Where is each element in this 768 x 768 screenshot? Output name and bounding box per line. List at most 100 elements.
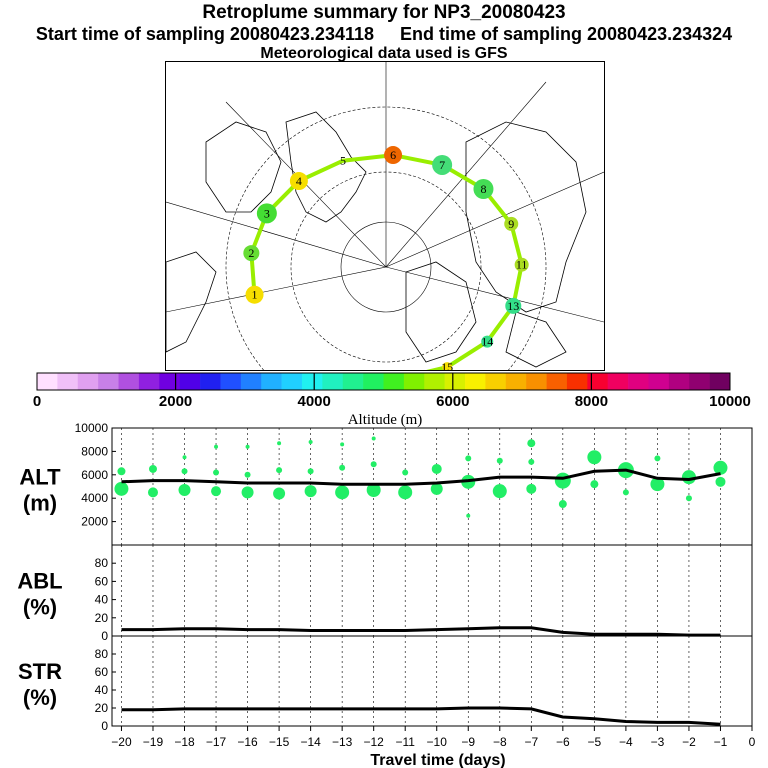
colorbar-cell — [505, 373, 527, 390]
panel-frame — [111, 635, 753, 727]
track-day-label: 9 — [508, 217, 514, 231]
track-day-label: 2 — [248, 246, 254, 260]
track-day-label: 4 — [296, 174, 302, 188]
meridian-line — [385, 171, 604, 268]
colorbar-ticks: 0 2000 4000 6000 8000 10000 — [33, 373, 751, 410]
altitude-point — [558, 500, 567, 509]
altitude-point — [214, 444, 219, 449]
time-series-panels: 200040006000800010000ALT(m)020406080ABL(… — [17, 421, 753, 733]
colorbar-cell — [159, 373, 180, 390]
y-tick-label: 2000 — [81, 515, 108, 529]
track-marker — [245, 285, 264, 304]
x-tick-label: −11 — [395, 735, 415, 749]
colorbar-cell — [526, 373, 547, 390]
y-tick-label: 6000 — [81, 468, 108, 482]
y-tick-label: 60 — [95, 665, 109, 679]
colorbar-cell — [37, 373, 58, 390]
altitude-point — [431, 463, 442, 474]
altitude-point — [181, 468, 188, 475]
polar-map: 1234567891113141516 — [166, 62, 604, 370]
track-day-label: 8 — [480, 182, 486, 196]
colorbar-tick-label: 4000 — [298, 393, 331, 410]
x-tick-label: −15 — [269, 735, 290, 749]
y-tick-label: 40 — [95, 593, 109, 607]
altitude-point — [496, 457, 503, 464]
y-tick-label: 80 — [95, 556, 109, 570]
altitude-point — [211, 486, 222, 497]
north-america-outline — [166, 251, 217, 353]
track-marker — [504, 216, 519, 231]
altitude-point — [241, 486, 254, 499]
x-tick-label: −9 — [461, 735, 475, 749]
track-day-label: 6 — [390, 148, 396, 162]
x-tick-label: −16 — [237, 735, 258, 749]
x-tick-label: −13 — [332, 735, 353, 749]
latitude-circle — [225, 106, 547, 370]
chart-title: Retroplume summary for NP3_20080423 — [202, 2, 566, 23]
colorbar-cell — [383, 373, 405, 390]
meridian-line — [385, 266, 604, 323]
colorbar-label: Altitude (m) — [348, 412, 423, 428]
altitude-point — [492, 484, 507, 499]
y-tick-label: 60 — [95, 574, 109, 588]
y-tick-label: 20 — [95, 611, 109, 625]
colorbar-cell — [322, 373, 344, 390]
colorbar-cell — [668, 373, 690, 390]
altitude-point — [685, 495, 692, 502]
colorbar — [36, 372, 731, 391]
colorbar-tick-label: 6000 — [436, 393, 469, 410]
y-tick-label: 10000 — [75, 421, 109, 435]
colorbar-tick-label: 8000 — [575, 393, 608, 410]
x-tick-label: −20 — [111, 735, 132, 749]
x-tick-label: 0 — [749, 735, 756, 749]
colorbar-cell — [424, 373, 445, 390]
sampling-times: Start time of sampling 20080423.234118 En… — [0, 24, 768, 45]
colorbar-cell — [220, 373, 242, 390]
colorbar-cell — [709, 373, 731, 390]
altitude-point — [335, 485, 350, 500]
meridian-line — [166, 201, 387, 268]
colorbar-cell — [689, 373, 710, 390]
altitude-point — [114, 481, 129, 496]
colorbar-frame — [36, 372, 731, 391]
altitude-point — [182, 455, 187, 460]
track-marker — [473, 178, 494, 199]
colorbar-cell — [98, 373, 119, 390]
altitude-point — [654, 455, 661, 462]
altitude-point — [339, 464, 346, 471]
track-marker — [384, 146, 403, 165]
colorbar-cell — [546, 373, 568, 390]
track-marker — [505, 297, 522, 314]
altitude-point — [273, 487, 286, 500]
y-tick-label: 80 — [95, 647, 109, 661]
colorbar-cell — [485, 373, 507, 390]
x-tick-label: −17 — [206, 735, 227, 749]
altitude-point — [528, 458, 535, 465]
altitude-point — [178, 484, 191, 497]
colorbar-cell — [200, 373, 221, 390]
colorbar-tick-label: 2000 — [159, 393, 192, 410]
colorbar-cell — [566, 373, 588, 390]
colorbar-cell — [465, 373, 486, 390]
track-day-label: 15 — [441, 360, 453, 370]
plume-track: 1234567891113141516 — [243, 146, 529, 370]
altitude-point — [402, 469, 409, 476]
start-time-label: Start time of sampling 20080423.234118 — [35, 24, 374, 44]
arctic-canada-outline — [205, 121, 282, 213]
altitude-point — [713, 460, 728, 475]
track-marker — [289, 172, 308, 191]
altitude-point — [304, 485, 317, 498]
colorbar-cell — [403, 373, 425, 390]
x-axis-ticks: −20 −19 −18 −17 −16 −15 −14 −13 −12 −11 −10 −9 −8 −7−… — [111, 726, 756, 749]
x-tick-label: −6 — [556, 735, 570, 749]
colorbar-cell — [281, 373, 303, 390]
x-tick-label: −14 — [300, 735, 321, 749]
altitude-point — [277, 441, 282, 446]
altitude-point — [622, 489, 629, 496]
altitude-point — [213, 469, 220, 476]
panel-ylabel-unit: (%) — [23, 595, 57, 620]
altitude-point — [371, 436, 376, 441]
colorbar-cell — [648, 373, 670, 390]
altitude-point — [245, 444, 250, 449]
series-line — [121, 626, 721, 637]
